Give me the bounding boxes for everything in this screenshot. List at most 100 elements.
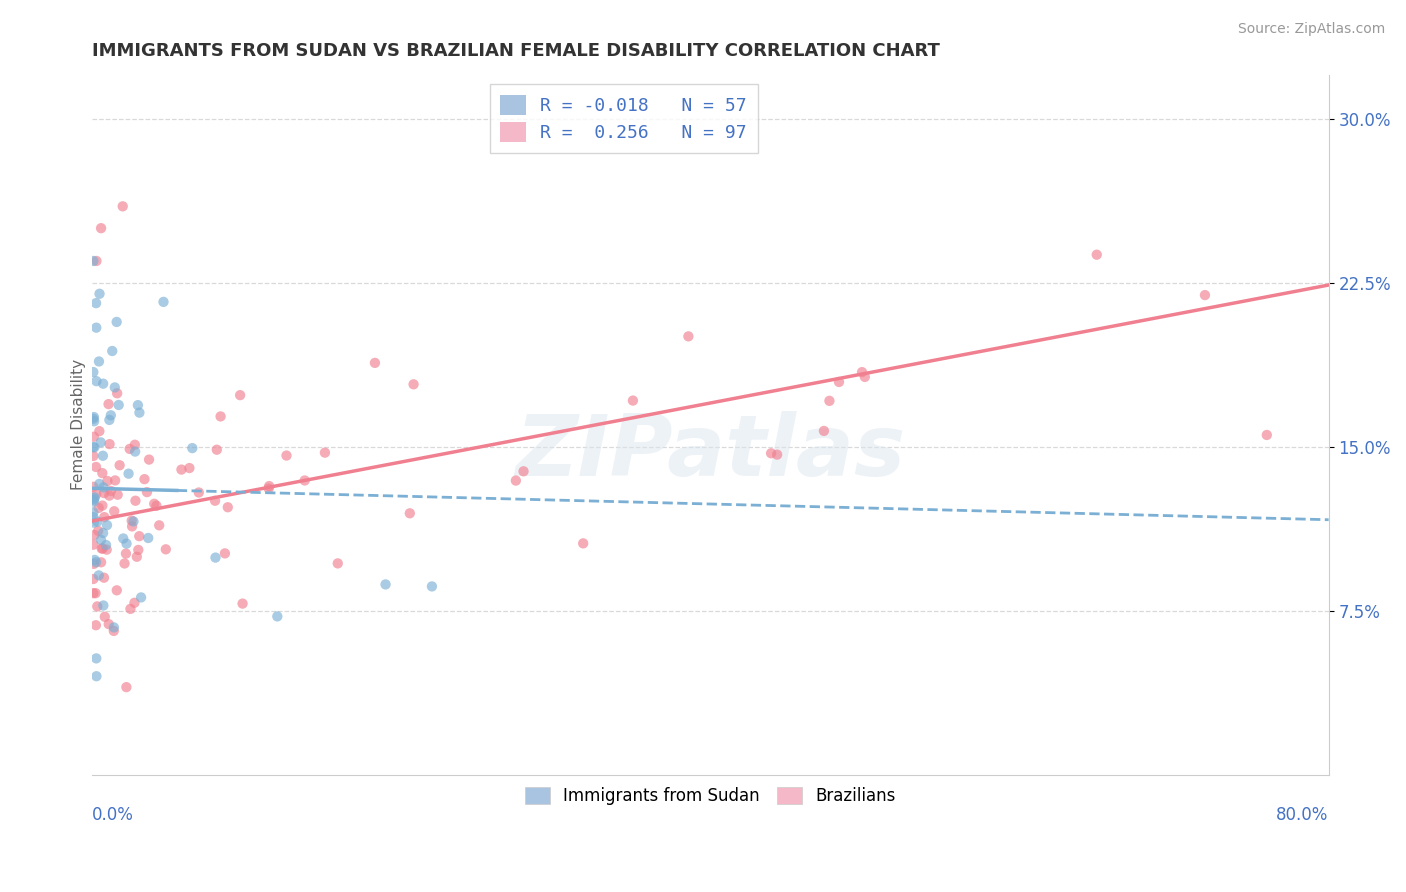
- Point: [111, 199, 134, 213]
- Point: [105, 315, 128, 329]
- Point: [104, 474, 127, 488]
- Point: [103, 504, 125, 518]
- Point: [105, 386, 128, 401]
- Text: 80.0%: 80.0%: [1277, 806, 1329, 824]
- Point: [84, 487, 107, 501]
- Point: [621, 393, 644, 408]
- Point: [818, 393, 841, 408]
- Point: [257, 482, 280, 496]
- Point: [204, 493, 226, 508]
- Point: [214, 546, 236, 560]
- Point: [93, 486, 115, 500]
- Point: [91, 449, 114, 463]
- Point: [97, 397, 120, 411]
- Point: [1085, 248, 1108, 262]
- Point: [87, 568, 110, 582]
- Point: [122, 515, 145, 529]
- Y-axis label: Female Disability: Female Disability: [72, 359, 86, 491]
- Point: [107, 488, 129, 502]
- Point: [86, 374, 108, 388]
- Point: [86, 599, 108, 614]
- Point: [143, 497, 166, 511]
- Point: [83, 516, 105, 530]
- Point: [314, 445, 336, 459]
- Point: [155, 542, 177, 557]
- Point: [124, 444, 146, 458]
- Point: [204, 550, 226, 565]
- Point: [112, 532, 135, 546]
- Point: [87, 524, 110, 538]
- Point: [766, 448, 789, 462]
- Point: [128, 529, 150, 543]
- Point: [84, 651, 107, 665]
- Point: [103, 624, 125, 638]
- Point: [121, 514, 143, 528]
- Point: [82, 480, 104, 494]
- Point: [107, 398, 129, 412]
- Point: [82, 440, 104, 454]
- Point: [83, 494, 105, 508]
- Point: [138, 452, 160, 467]
- Point: [326, 557, 349, 571]
- Point: [91, 466, 114, 480]
- Point: [98, 437, 121, 451]
- Point: [83, 491, 105, 505]
- Point: [84, 296, 107, 310]
- Point: [398, 506, 420, 520]
- Point: [128, 406, 150, 420]
- Point: [257, 479, 280, 493]
- Point: [89, 286, 111, 301]
- Point: [127, 398, 149, 412]
- Point: [134, 472, 156, 486]
- Point: [90, 533, 112, 547]
- Point: [828, 375, 851, 389]
- Point: [97, 617, 120, 632]
- Point: [86, 254, 108, 268]
- Point: [374, 577, 396, 591]
- Point: [83, 491, 105, 506]
- Point: [572, 536, 595, 550]
- Point: [83, 410, 105, 425]
- Point: [83, 414, 105, 428]
- Point: [91, 499, 114, 513]
- Point: [1194, 288, 1216, 302]
- Legend: R = -0.018   N = 57, R =  0.256   N = 97: R = -0.018 N = 57, R = 0.256 N = 97: [489, 84, 758, 153]
- Point: [127, 543, 149, 558]
- Point: [853, 370, 876, 384]
- Point: [82, 572, 104, 586]
- Point: [98, 413, 121, 427]
- Point: [104, 380, 127, 394]
- Point: [82, 505, 104, 519]
- Point: [505, 474, 527, 488]
- Point: [187, 485, 209, 500]
- Point: [266, 609, 288, 624]
- Point: [294, 474, 316, 488]
- Point: [82, 254, 104, 268]
- Point: [217, 500, 239, 515]
- Point: [115, 680, 138, 694]
- Point: [82, 586, 104, 600]
- Point: [90, 541, 112, 556]
- Point: [93, 480, 115, 494]
- Point: [124, 596, 146, 610]
- Point: [103, 620, 125, 634]
- Point: [118, 442, 141, 456]
- Point: [84, 586, 107, 600]
- Point: [100, 483, 122, 498]
- Point: [129, 591, 152, 605]
- Point: [96, 474, 118, 488]
- Point: [93, 510, 115, 524]
- Point: [82, 492, 104, 507]
- Point: [84, 618, 107, 632]
- Point: [94, 538, 117, 552]
- Text: Source: ZipAtlas.com: Source: ZipAtlas.com: [1237, 22, 1385, 37]
- Point: [678, 329, 700, 343]
- Point: [86, 515, 108, 529]
- Text: IMMIGRANTS FROM SUDAN VS BRAZILIAN FEMALE DISABILITY CORRELATION CHART: IMMIGRANTS FROM SUDAN VS BRAZILIAN FEMAL…: [91, 42, 939, 60]
- Point: [121, 519, 143, 533]
- Point: [93, 571, 115, 585]
- Point: [364, 356, 387, 370]
- Point: [179, 461, 201, 475]
- Point: [90, 435, 112, 450]
- Point: [114, 557, 136, 571]
